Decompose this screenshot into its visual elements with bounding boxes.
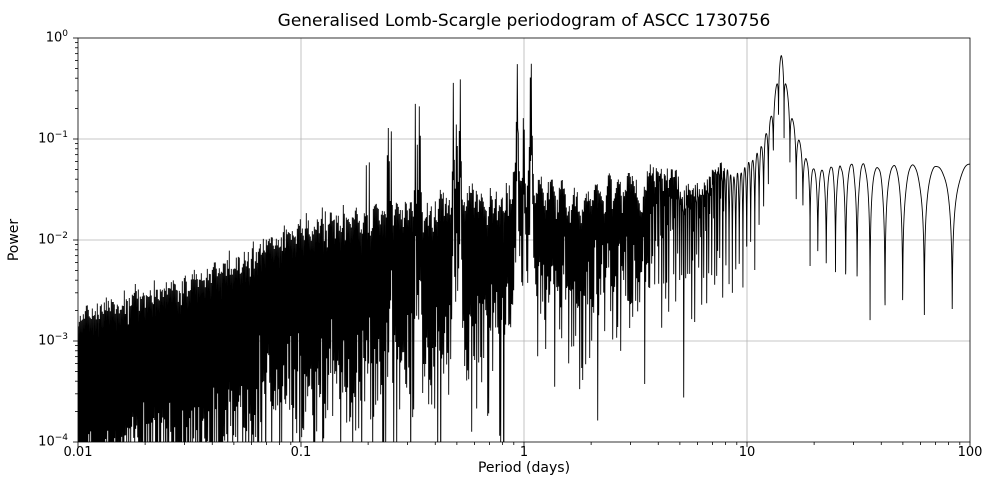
y-tick-label: 10−1 (38, 130, 68, 147)
y-tick-label: 100 (45, 29, 68, 46)
x-tick-label: 0.1 (290, 445, 312, 460)
y-tick-label: 10−2 (38, 231, 68, 248)
y-tick-label: 10−4 (38, 433, 68, 450)
y-tick-label: 10−3 (38, 332, 68, 349)
chart-title: Generalised Lomb-Scargle periodogram of … (277, 11, 771, 31)
x-tick-label: 1 (519, 445, 529, 460)
x-tick-label: 10 (738, 445, 756, 460)
x-axis-label: Period (days) (477, 460, 571, 476)
x-tick-label: 0.01 (63, 445, 93, 460)
x-tick-label: 100 (957, 445, 983, 460)
